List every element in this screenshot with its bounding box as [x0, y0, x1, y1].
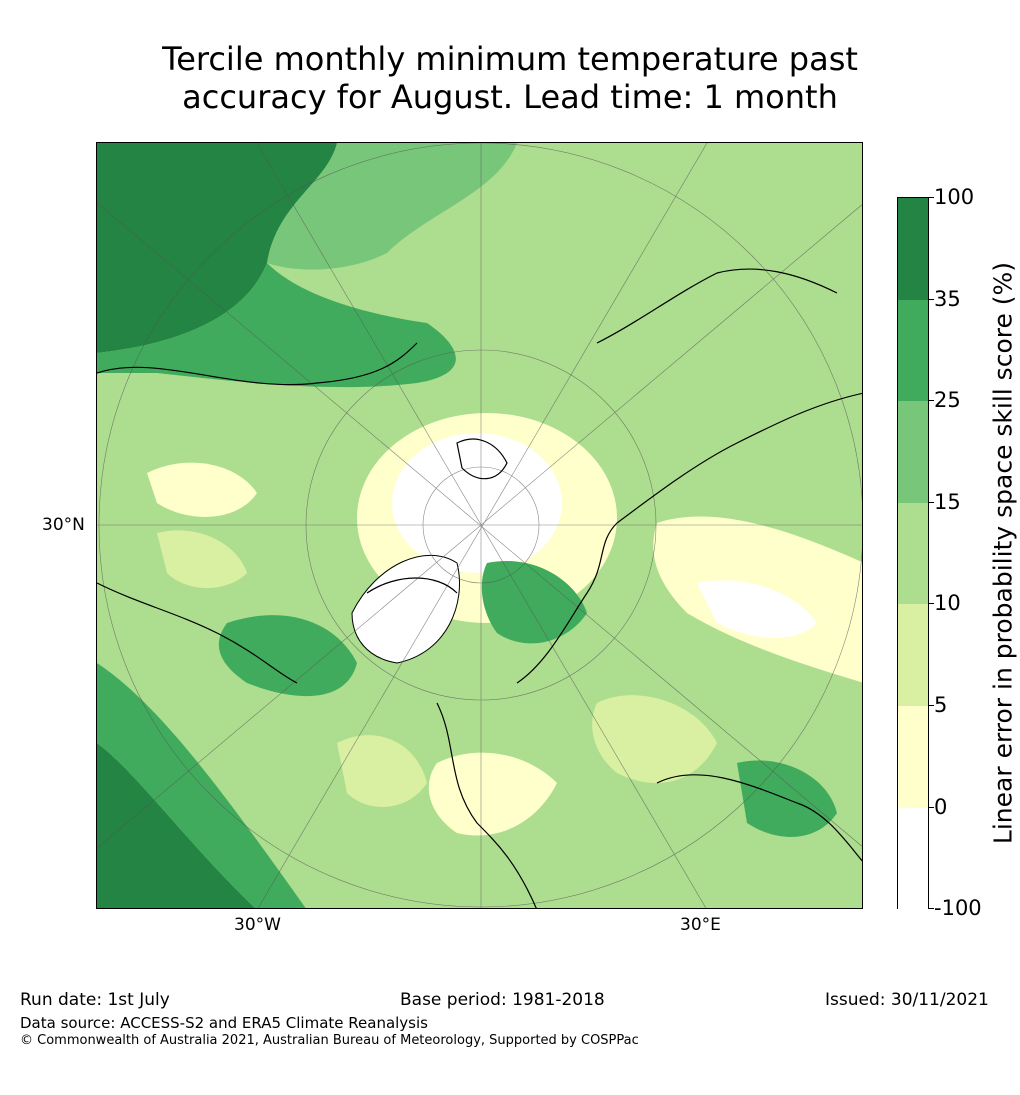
colorbar-seg-neg	[898, 808, 928, 910]
lat-label-30n: 30°N	[42, 515, 85, 535]
colorbar-tickmark	[929, 908, 934, 909]
region-norwegian-sea	[481, 561, 587, 644]
colorbar-tickmark	[929, 400, 934, 401]
colorbar-seg-0-5	[898, 706, 928, 808]
colorbar-seg-5-10	[898, 604, 928, 706]
colorbar-tickmark	[929, 603, 934, 604]
colorbar-label: Linear error in probability space skill …	[988, 261, 1018, 845]
issued-date: Issued: 30/11/2021	[825, 990, 989, 1010]
coastlines	[97, 268, 862, 908]
colorbar-tick-35: 35	[934, 287, 961, 311]
map-svg	[97, 143, 862, 908]
colorbar-tickmark	[929, 197, 934, 198]
run-date: Run date: 1st July	[20, 990, 170, 1010]
region-europe-light	[428, 752, 557, 836]
colorbar-tickmark	[929, 299, 934, 300]
colorbar-tick-0: 0	[934, 795, 948, 819]
lon-label-30e: 30°E	[680, 915, 721, 935]
region-nw-dark	[97, 143, 337, 353]
region-n-atlantic	[97, 263, 456, 388]
title-line-2: accuracy for August. Lead time: 1 month	[182, 78, 838, 116]
region-greenland	[351, 554, 460, 664]
colorbar-tick-10: 10	[934, 591, 961, 615]
colorbar-tick-5: 5	[934, 693, 948, 717]
colorbar-seg-15-25	[898, 401, 928, 503]
region-na-light	[147, 462, 257, 517]
region-na-light2	[157, 530, 247, 588]
colorbar-tickmark	[929, 807, 934, 808]
colorbar-tick-neg100: -100	[934, 896, 982, 920]
data-source: Data source: ACCESS-S2 and ERA5 Climate …	[20, 1014, 428, 1032]
colorbar-seg-25-35	[898, 300, 928, 401]
title-line-1: Tercile monthly minimum temperature past	[162, 40, 858, 78]
region-siberia-white	[697, 580, 817, 638]
colorbar	[897, 197, 929, 910]
colorbar-seg-35-100	[898, 198, 928, 300]
colorbar-tick-100: 100	[934, 185, 975, 209]
region-sw-dark	[97, 743, 255, 908]
base-period: Base period: 1981-2018	[400, 990, 605, 1010]
colorbar-tick-25: 25	[934, 388, 961, 412]
lon-label-30w: 30°W	[234, 915, 281, 935]
colorbar-seg-10-15	[898, 503, 928, 604]
region-atlantic-light	[337, 735, 427, 807]
region-russia-light	[592, 695, 717, 783]
colorbar-tick-15: 15	[934, 490, 961, 514]
colorbar-tickmark	[929, 705, 934, 706]
region-arctic-white	[392, 433, 562, 573]
polar-map	[96, 142, 863, 909]
chart-title: Tercile monthly minimum temperature past…	[0, 40, 1020, 116]
graticule	[97, 143, 862, 908]
copyright: © Commonwealth of Australia 2021, Austra…	[20, 1033, 639, 1048]
region-greenland-sea	[218, 615, 357, 697]
colorbar-tickmark	[929, 502, 934, 503]
